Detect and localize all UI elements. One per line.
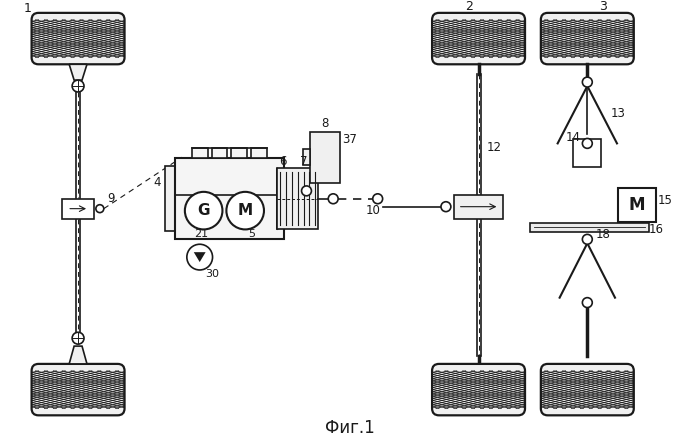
Circle shape bbox=[96, 205, 104, 213]
Text: 13: 13 bbox=[611, 107, 626, 120]
FancyBboxPatch shape bbox=[541, 364, 634, 415]
Text: M: M bbox=[629, 196, 645, 214]
Bar bbox=[231, 148, 247, 158]
Circle shape bbox=[582, 77, 592, 87]
Text: 3: 3 bbox=[599, 0, 607, 13]
Circle shape bbox=[328, 194, 338, 204]
Bar bbox=[276, 168, 318, 230]
Bar bbox=[192, 148, 208, 158]
Bar bbox=[454, 195, 503, 218]
Bar bbox=[251, 148, 267, 158]
Circle shape bbox=[72, 80, 84, 92]
Text: 1: 1 bbox=[24, 2, 32, 16]
Text: 15: 15 bbox=[657, 194, 673, 207]
Text: 7: 7 bbox=[300, 155, 307, 168]
Circle shape bbox=[302, 186, 312, 196]
FancyBboxPatch shape bbox=[432, 13, 525, 64]
Polygon shape bbox=[69, 346, 87, 364]
Polygon shape bbox=[276, 168, 284, 230]
Text: G: G bbox=[197, 203, 210, 218]
FancyBboxPatch shape bbox=[32, 13, 125, 64]
Polygon shape bbox=[69, 64, 87, 80]
Text: 12: 12 bbox=[486, 141, 501, 154]
Circle shape bbox=[441, 202, 451, 212]
Circle shape bbox=[72, 332, 84, 344]
Text: 21: 21 bbox=[195, 230, 209, 239]
Bar bbox=[165, 166, 175, 231]
Text: 8: 8 bbox=[321, 117, 329, 130]
Text: 18: 18 bbox=[595, 228, 610, 241]
Text: 6: 6 bbox=[279, 155, 286, 168]
Polygon shape bbox=[194, 252, 206, 262]
Text: 2: 2 bbox=[465, 0, 472, 13]
Text: 9: 9 bbox=[108, 192, 116, 205]
Bar bbox=[530, 222, 649, 232]
Bar bbox=[175, 158, 284, 239]
Text: 16: 16 bbox=[649, 223, 664, 236]
FancyBboxPatch shape bbox=[32, 364, 125, 415]
Text: 10: 10 bbox=[366, 204, 381, 217]
Text: 30: 30 bbox=[206, 269, 220, 279]
Bar bbox=[211, 148, 228, 158]
Circle shape bbox=[226, 192, 264, 230]
Text: 14: 14 bbox=[566, 131, 580, 144]
FancyBboxPatch shape bbox=[432, 364, 525, 415]
Text: M: M bbox=[237, 203, 253, 218]
Circle shape bbox=[582, 139, 592, 148]
Bar bbox=[573, 139, 601, 167]
Circle shape bbox=[185, 192, 223, 230]
Bar bbox=[618, 188, 655, 222]
Text: Фиг.1: Фиг.1 bbox=[325, 419, 375, 437]
Text: 37: 37 bbox=[342, 133, 357, 146]
Bar bbox=[62, 199, 94, 218]
Bar bbox=[310, 131, 340, 183]
Circle shape bbox=[372, 194, 383, 204]
Bar bbox=[302, 149, 310, 165]
Circle shape bbox=[582, 234, 592, 244]
Circle shape bbox=[582, 297, 592, 308]
Circle shape bbox=[187, 244, 213, 270]
Text: 4: 4 bbox=[153, 176, 161, 190]
FancyBboxPatch shape bbox=[541, 13, 634, 64]
Text: 5: 5 bbox=[248, 230, 256, 239]
